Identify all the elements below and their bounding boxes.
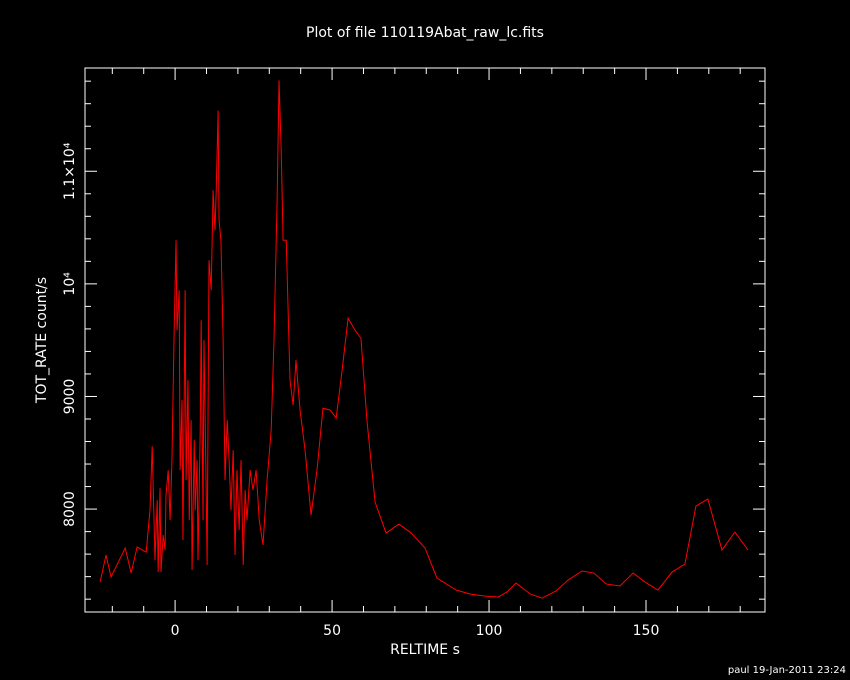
y-axis-label: TOT_RATE count/s	[34, 277, 50, 404]
y-tick-label: 10⁴	[62, 272, 78, 296]
y-tick-label: 9000	[62, 379, 78, 415]
light-curve	[99, 80, 749, 599]
x-tick-label: 0	[171, 623, 180, 639]
chart-title: Plot of file 110119Abat_raw_lc.fits	[306, 25, 544, 41]
x-tick-label: 100	[476, 623, 503, 639]
x-tick-label: 150	[633, 623, 660, 639]
plot-frame	[84, 67, 766, 613]
x-tick-label: 50	[323, 623, 341, 639]
x-axis-label: RELTIME s	[390, 642, 460, 658]
footer: paul 19-Jan-2011 23:24	[728, 665, 846, 676]
y-tick-label: 1.1×10⁴	[62, 142, 78, 200]
y-tick-label: 8000	[62, 491, 78, 527]
